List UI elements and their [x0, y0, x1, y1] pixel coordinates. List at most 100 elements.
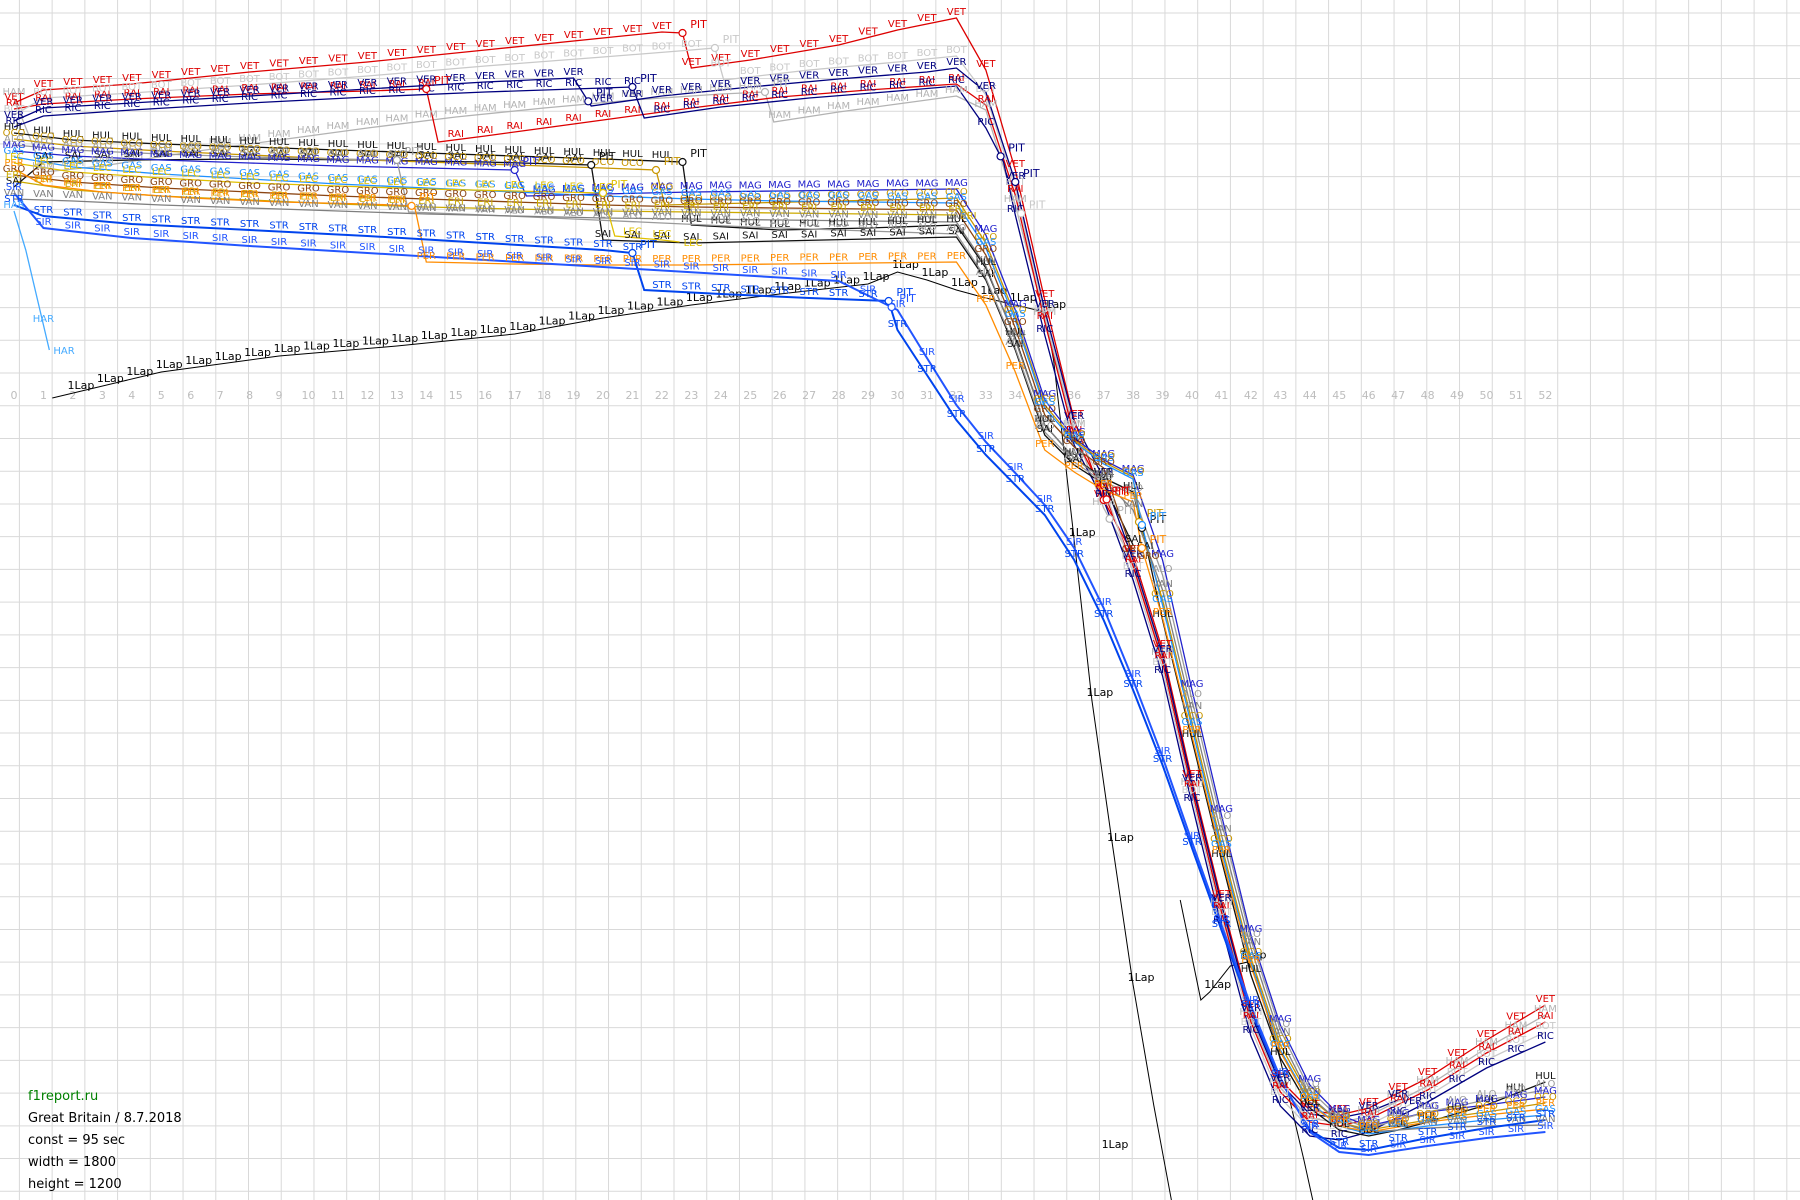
driver-label-BOT: BOT [357, 65, 379, 76]
driver-label-VAN: VAN [946, 211, 967, 222]
driver-label-HUL: HUL [1005, 327, 1026, 338]
driver-label-RIC: RIC [212, 94, 229, 105]
pit-label-PER: PIT [419, 191, 436, 204]
driver-label-BOT: BOT [740, 66, 762, 77]
axis-lap-51: 51 [1509, 389, 1523, 402]
driver-label-PER: PER [623, 254, 642, 265]
driver-label-GRO: GRO [827, 198, 850, 209]
driver-label-RIC: RIC [1537, 1031, 1554, 1042]
driver-label-SAI: SAI [772, 230, 788, 241]
driver-label-ALO: ALO [210, 145, 230, 156]
one-lap-label: 1Lap [215, 350, 242, 363]
driver-label-GAS: GAS [563, 184, 584, 195]
driver-label-RAI: RAI [565, 113, 581, 124]
driver-label-SAI: SAI [860, 228, 876, 239]
driver-label-LEC: LEC [594, 182, 613, 193]
driver-label-MAG: MAG [915, 178, 938, 189]
driver-label-STR: STR [1241, 999, 1260, 1010]
driver-label-LEC: LEC [446, 179, 465, 190]
driver-label-SAI: SAI [978, 269, 994, 280]
driver-label-SIR: SIR [830, 270, 846, 281]
driver-label-SIR: SIR [477, 249, 493, 260]
driver-label-PER: PER [800, 253, 819, 264]
driver-label-RIC: RIC [330, 88, 347, 99]
driver-label-HUL: HUL [1447, 1103, 1468, 1114]
driver-label-RAI: RAI [1243, 1011, 1259, 1022]
driver-label-SAI: SAI [919, 227, 935, 238]
driver-label-ALO: ALO [1418, 1101, 1438, 1112]
one-lap-label: 1Lap [656, 295, 683, 308]
driver-label-VAN: VAN [63, 190, 84, 201]
driver-label-PER: PER [593, 254, 612, 265]
driver-label-OCO: OCO [651, 182, 674, 193]
driver-label-VER: VER [976, 81, 996, 92]
driver-label-GRO: GRO [710, 196, 733, 207]
driver-label-RIC: RIC [536, 79, 553, 90]
driver-label-VET: VET [122, 73, 142, 84]
driver-label-HAM: HAM [1004, 194, 1027, 205]
driver-label-GAS: GAS [1005, 309, 1026, 320]
driver-label-RIC: RIC [271, 91, 288, 102]
driver-label-OCO: OCO [1328, 1111, 1351, 1122]
driver-label-ALO: ALO [652, 212, 672, 223]
driver-label-VAN: VAN [1447, 1116, 1468, 1127]
driver-label-VAN: VAN [180, 195, 201, 206]
driver-label-RIC: RIC [94, 101, 111, 112]
driver-label-VER: VER [475, 71, 495, 82]
driver-label-ERI: ERI [801, 202, 817, 213]
driver-label-OCO: OCO [444, 152, 467, 163]
driver-label-RAI: RAI [742, 90, 758, 101]
one-lap-label: 1Lap [774, 280, 801, 293]
pit-label-MAG: PIT [522, 155, 539, 168]
driver-label-STR: STR [4, 194, 23, 205]
driver-label-RAI: RAI [1037, 311, 1053, 322]
driver-label-VER: VER [887, 63, 907, 74]
driver-label-LEC: LEC [505, 180, 524, 191]
driver-label-VET: VET [269, 59, 289, 70]
driver-label-HAM: HAM [533, 97, 556, 108]
driver-label-MAG: MAG [415, 157, 438, 168]
driver-label-MAG: MAG [1063, 427, 1086, 438]
one-lap-label: 1Lap [1069, 526, 1096, 539]
pit-label-HUL: PIT [1150, 513, 1167, 526]
driver-label-PER: PER [93, 181, 112, 192]
axis-lap-28: 28 [832, 389, 846, 402]
driver-label-GAS: GAS [1211, 839, 1232, 850]
driver-label-RAI: RAI [889, 77, 905, 88]
driver-label-RIC: RIC [771, 90, 788, 101]
driver-label-RIC: RIC [830, 85, 847, 96]
driver-line-LEC [13, 162, 680, 243]
driver-label-VAN: VAN [887, 210, 908, 221]
driver-label-HAM: HAM [1298, 1107, 1321, 1118]
driver-label-ALO: ALO [387, 149, 407, 160]
one-lap-label: 1Lap [450, 326, 477, 339]
site-link[interactable]: f1report.ru [28, 1089, 99, 1104]
driver-label-ALO: ALO [1211, 811, 1231, 822]
driver-label-BOT: BOT [121, 82, 143, 93]
driver-label-ERI: ERI [300, 192, 316, 203]
driver-label-SIR: SIR [1331, 1141, 1347, 1152]
driver-label-ERI: ERI [153, 185, 169, 196]
driver-label-OCO: OCO [120, 138, 143, 149]
driver-label-VER: VER [4, 110, 24, 121]
driver-label-VET: VET [1506, 1012, 1526, 1023]
driver-label-ALO: ALO [564, 208, 584, 219]
driver-label-BOT: BOT [1034, 304, 1056, 315]
driver-label-VET: VET [1389, 1082, 1409, 1093]
driver-label-MAG: MAG [739, 180, 762, 191]
driver-label-GAS: GAS [710, 189, 731, 200]
driver-label-RIC: RIC [1184, 793, 1201, 804]
driver-label-RIC: RIC [801, 87, 818, 98]
driver-label-GAS: GAS [210, 166, 231, 177]
one-lap-label: 1Lap [598, 304, 625, 317]
pit-label-SAI: PIT [599, 150, 616, 163]
driver-label-LEC: LEC [122, 165, 141, 176]
driver-label-HUL: HUL [622, 149, 643, 160]
driver-label-HUL: HUL [828, 218, 849, 229]
driver-label-GAS: GAS [858, 191, 879, 202]
driver-label-HUL: HUL [416, 142, 437, 153]
driver-label-SAI: SAI [1095, 473, 1111, 484]
driver-label-STR: STR [505, 234, 524, 245]
driver-label-HAM: HAM [209, 137, 232, 148]
driver-label-STR: STR [1447, 1122, 1466, 1133]
